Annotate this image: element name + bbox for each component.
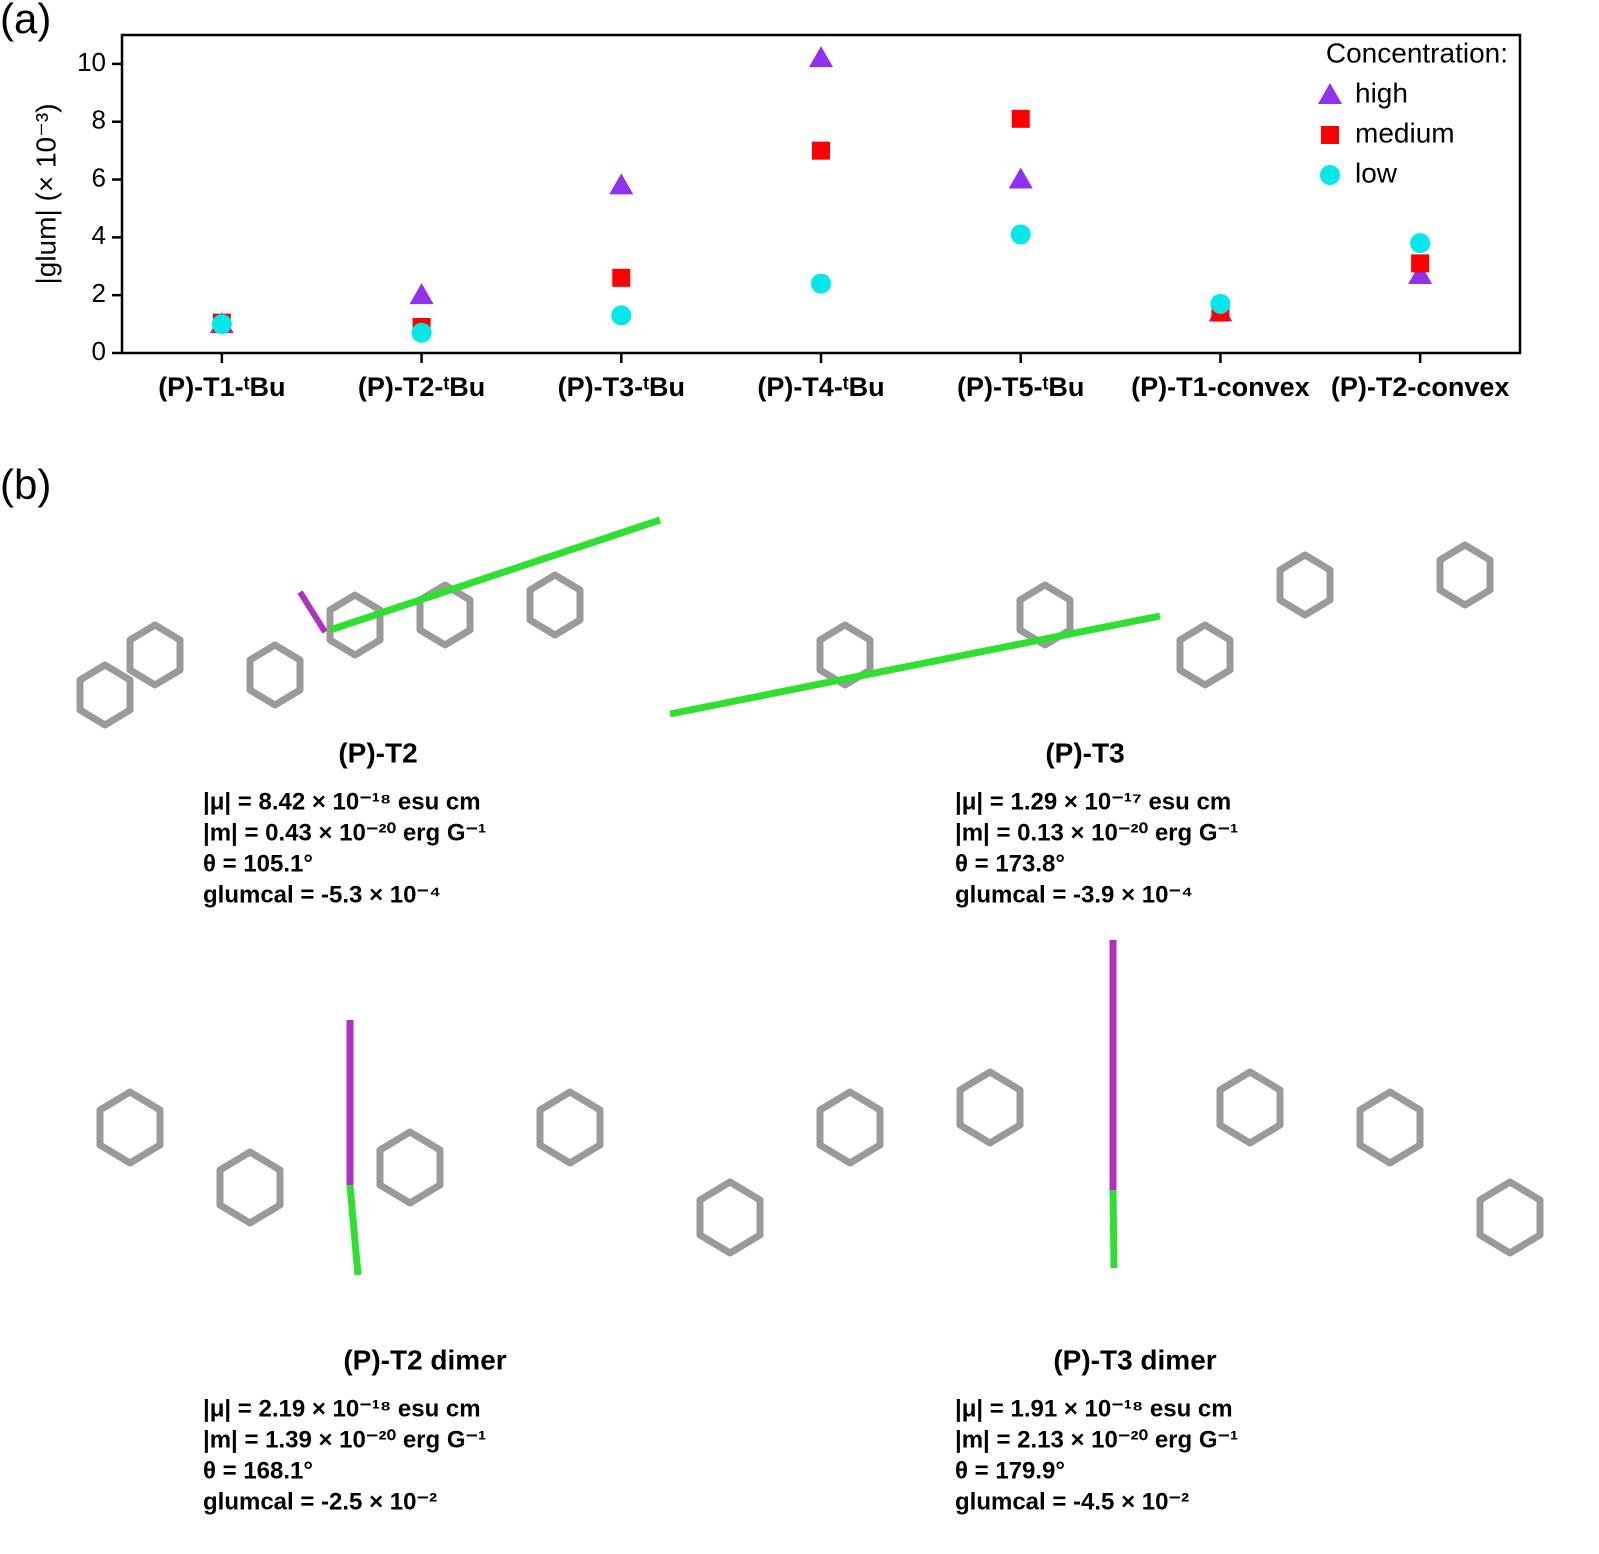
legend-label: high: [1355, 77, 1408, 108]
molecule-property: |m| = 0.13 × 10⁻²⁰ erg G⁻¹: [955, 819, 1238, 846]
legend-marker: [1321, 126, 1339, 144]
molecule-property: glumcal = -5.3 × 10⁻⁴: [203, 881, 441, 908]
x-tick-label: (P)-T3-ᵗBu: [558, 372, 685, 402]
molecule-name: (P)-T2: [338, 737, 417, 768]
molecule-sketches: [76, 516, 1544, 1276]
data-point: [611, 305, 632, 326]
y-tick-label: 2: [92, 278, 106, 308]
legend-title: Concentration:: [1326, 37, 1508, 68]
y-tick-label: 6: [92, 162, 106, 192]
molecule-property: |μ| = 1.29 × 10⁻¹⁷ esu cm: [955, 788, 1231, 815]
legend-label: medium: [1355, 117, 1455, 148]
data-point: [612, 268, 631, 287]
data-point: [1410, 233, 1431, 254]
legend-marker: [1320, 165, 1340, 185]
molecule-property: glumcal = -2.5 × 10⁻²: [203, 1488, 437, 1515]
x-tick-label: (P)-T1-convex: [1131, 372, 1310, 402]
legend-label: low: [1355, 157, 1398, 188]
x-tick-label: (P)-T4-ᵗBu: [757, 372, 884, 402]
x-tick-label: (P)-T2-ᵗBu: [358, 372, 485, 402]
x-tick-label: (P)-T2-convex: [1331, 372, 1510, 402]
molecule-name: (P)-T3 dimer: [1053, 1344, 1216, 1375]
molecule-property: glumcal = -3.9 × 10⁻⁴: [955, 881, 1193, 908]
molecule-property: |m| = 0.43 × 10⁻²⁰ erg G⁻¹: [203, 819, 486, 846]
data-point: [811, 273, 831, 294]
data-point: [609, 173, 634, 195]
data-point: [1210, 293, 1231, 314]
molecule-property: |μ| = 2.19 × 10⁻¹⁸ esu cm: [203, 1395, 481, 1422]
molecule-name: (P)-T2 dimer: [343, 1344, 506, 1375]
molecule-property: θ = 173.8°: [955, 850, 1065, 877]
plot-frame: [120, 33, 1522, 355]
data-point: [1411, 254, 1430, 273]
molecule-name: (P)-T3: [1045, 737, 1124, 768]
molecule-property: |μ| = 8.42 × 10⁻¹⁸ esu cm: [203, 788, 481, 815]
y-tick-label: 8: [92, 105, 106, 135]
molecule-property: |m| = 1.39 × 10⁻²⁰ erg G⁻¹: [203, 1426, 486, 1453]
legend-marker: [1318, 83, 1342, 104]
data-point: [409, 283, 434, 305]
data-point: [1011, 109, 1030, 128]
data-point: [1408, 262, 1433, 284]
data-point: [809, 46, 833, 68]
data-point: [1010, 224, 1031, 245]
data-point: [411, 322, 432, 343]
y-tick-label: 10: [77, 47, 106, 77]
data-point: [211, 314, 232, 335]
y-axis-label: |glum| (× 10⁻³): [30, 103, 61, 284]
molecule-property: θ = 179.9°: [955, 1457, 1065, 1484]
y-tick-label: 0: [92, 336, 106, 366]
molecule-property: θ = 168.1°: [203, 1457, 313, 1484]
panel-label: (b): [0, 461, 51, 508]
molecule-property: θ = 105.1°: [203, 850, 313, 877]
data-point: [812, 141, 830, 160]
panel-label: (a): [0, 0, 51, 42]
molecule-property: glumcal = -4.5 × 10⁻²: [955, 1488, 1189, 1515]
x-tick-label: (P)-T5-ᵗBu: [957, 372, 1084, 402]
data-point: [1008, 167, 1033, 189]
molecule-property: |μ| = 1.91 × 10⁻¹⁸ esu cm: [955, 1395, 1233, 1422]
molecule-property: |m| = 2.13 × 10⁻²⁰ erg G⁻¹: [955, 1426, 1238, 1453]
x-tick-label: (P)-T1-ᵗBu: [158, 372, 285, 402]
y-tick-label: 4: [92, 220, 106, 250]
